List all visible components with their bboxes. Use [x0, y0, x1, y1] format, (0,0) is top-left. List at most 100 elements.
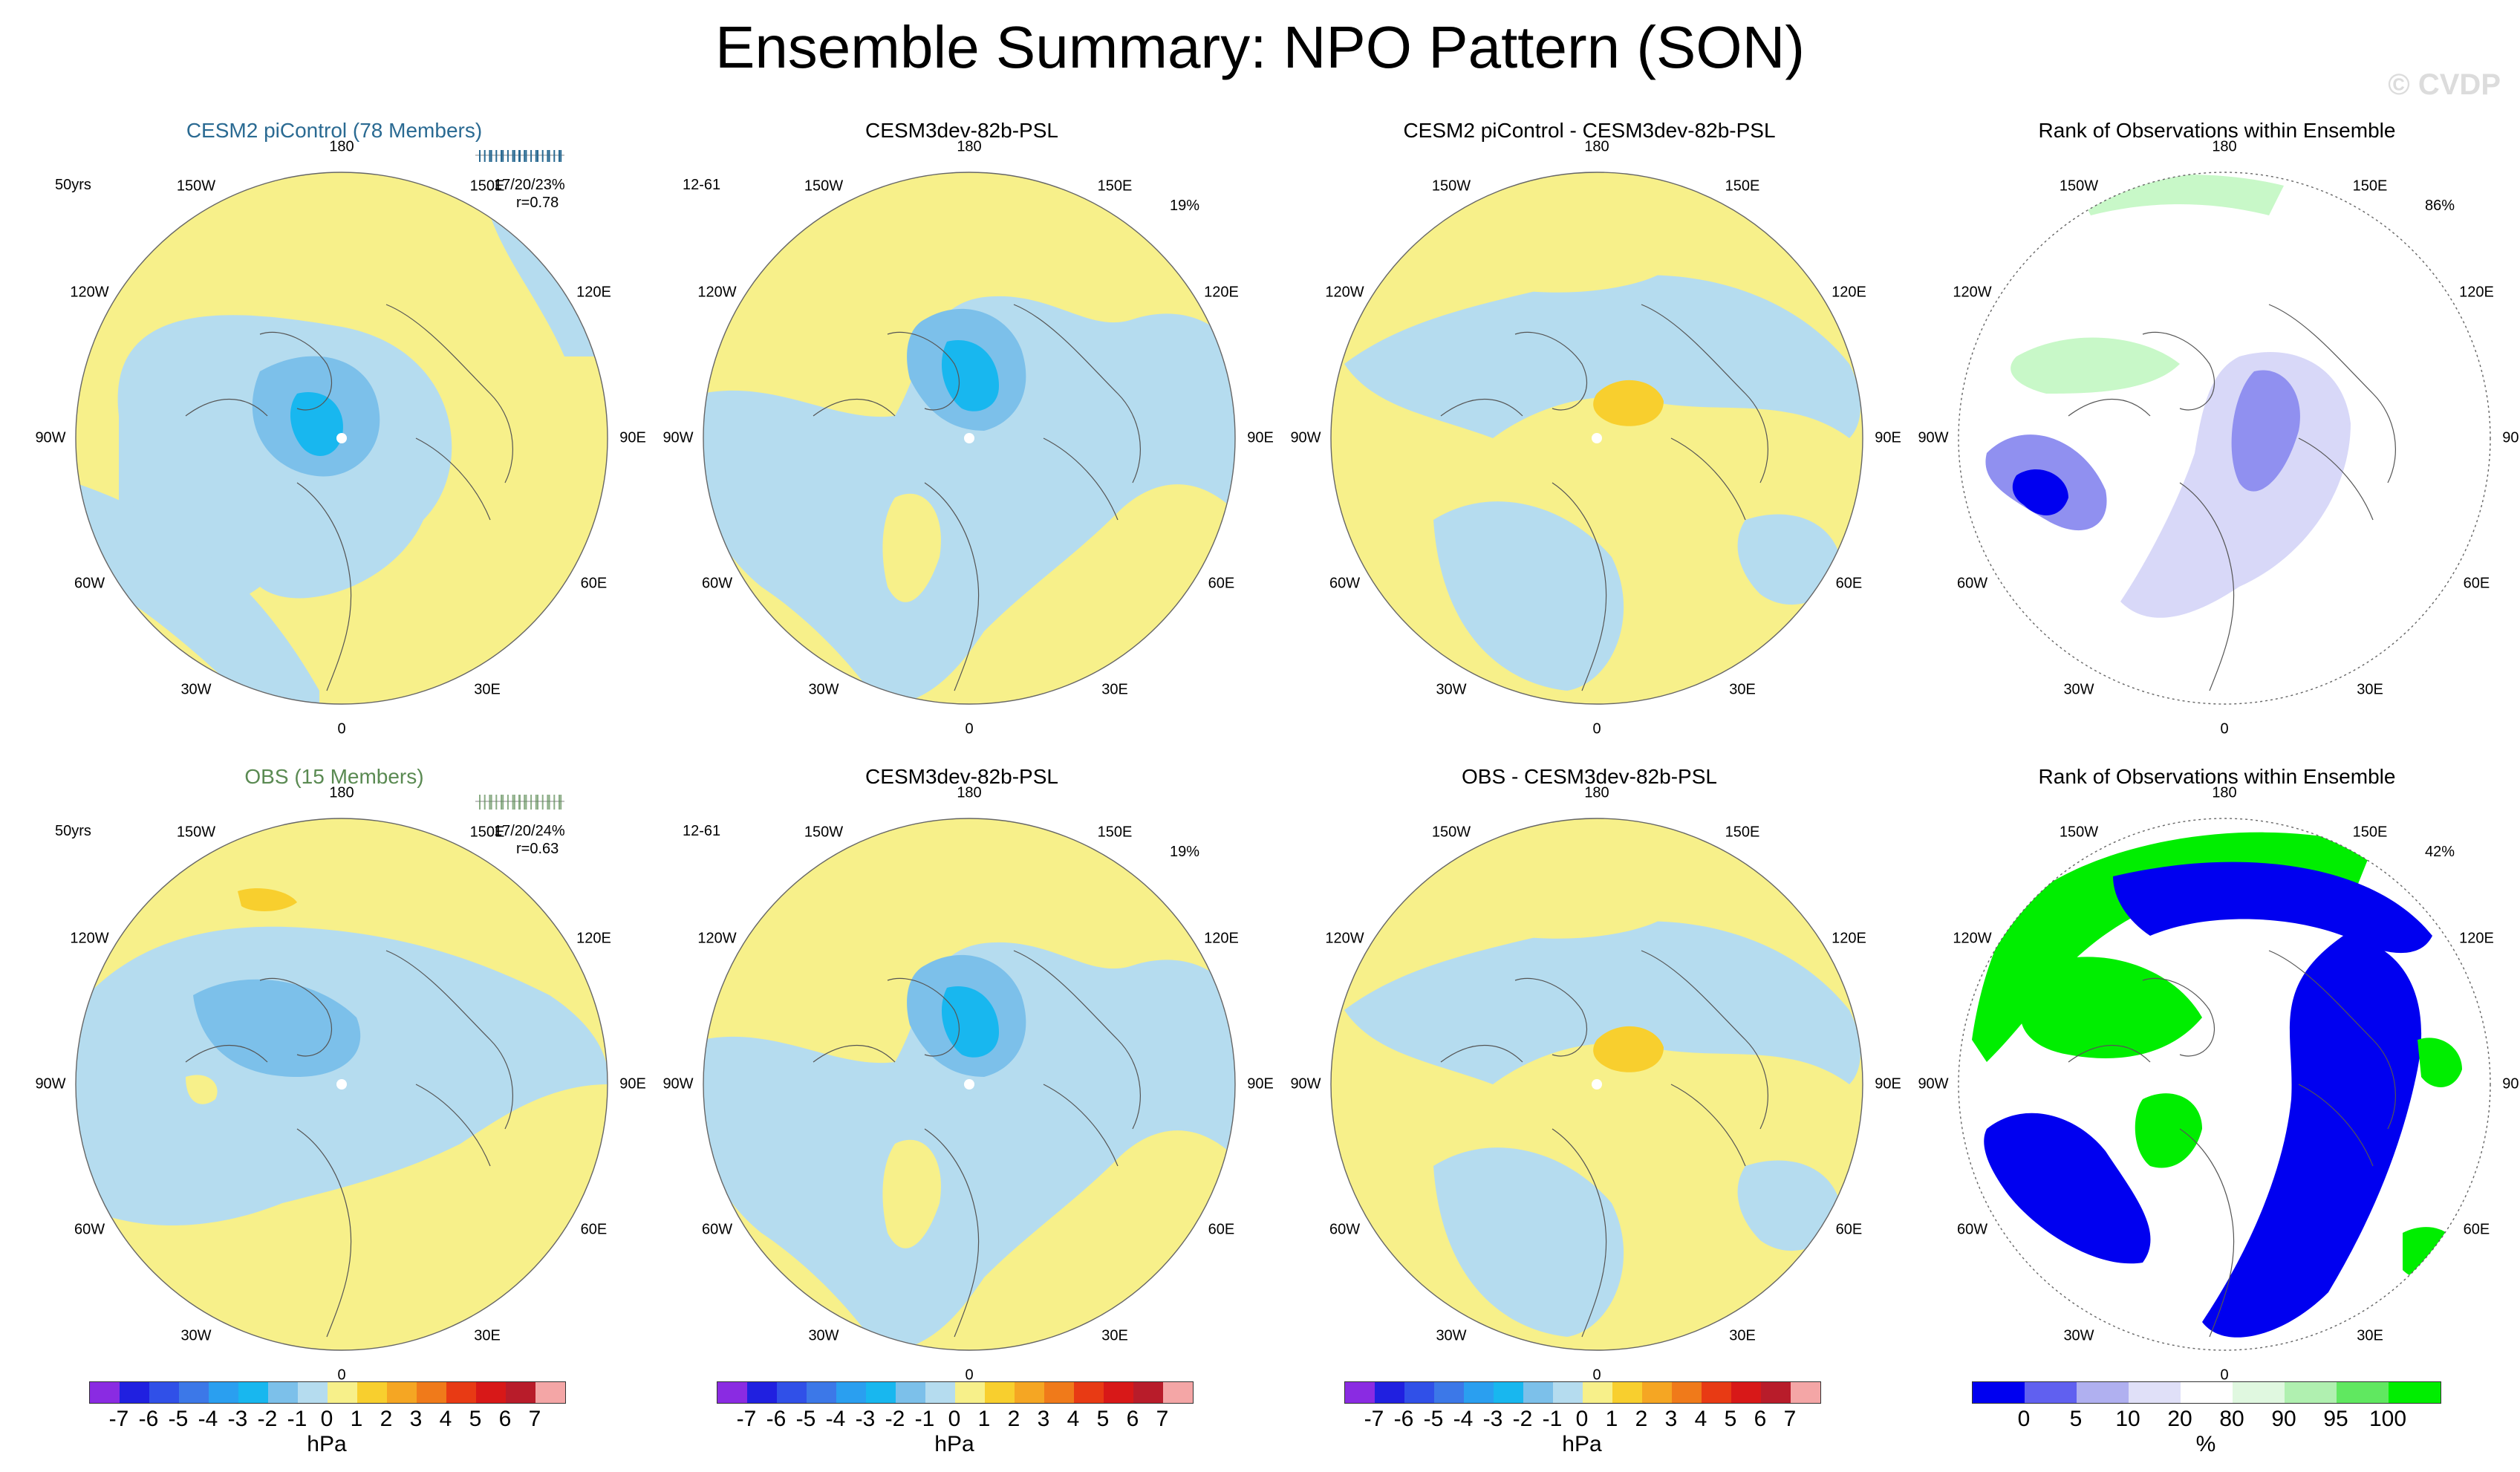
colorbar-swatch	[1642, 1382, 1672, 1403]
map-panel: CESM3dev-82b-PSL 12-61 19% 180 150E 120E 90E 60…	[657, 765, 1273, 1404]
longitude-label: 60W	[74, 1221, 105, 1238]
polar-map	[702, 171, 1237, 706]
longitude-label: 0	[1592, 1367, 1601, 1384]
panel-title: CESM3dev-82b-PSL	[865, 765, 1058, 788]
polar-map	[74, 817, 609, 1352]
colorbar-swatch	[2285, 1382, 2337, 1403]
longitude-label: 120E	[1832, 930, 1866, 947]
field-region	[2113, 862, 2432, 954]
longitude-label: 150E	[1097, 178, 1133, 195]
field-region	[186, 1075, 218, 1104]
longitude-label: 90E	[2502, 429, 2520, 446]
longitude-label: 120E	[576, 284, 611, 301]
longitude-label: 90E	[2502, 1075, 2520, 1092]
longitude-label: 60W	[701, 575, 733, 592]
colorbar-tick: -3	[227, 1407, 248, 1431]
longitude-label: 60E	[2463, 1221, 2490, 1238]
longitude-label: 30W	[180, 681, 212, 698]
colorbar-tick: -2	[1512, 1407, 1533, 1431]
colorbar-tick: 95	[2323, 1407, 2348, 1431]
colorbar-swatch	[1133, 1382, 1163, 1403]
field-region	[2418, 1038, 2462, 1087]
longitude-label: 0	[965, 1367, 974, 1384]
longitude-label: 150W	[804, 824, 844, 841]
colorbar-unit: hPa	[307, 1432, 347, 1456]
longitude-label: 120W	[697, 284, 737, 301]
colorbar-swatch	[807, 1382, 836, 1403]
polar-map	[1957, 817, 2492, 1352]
longitude-label: 30E	[474, 1327, 501, 1344]
map-panel: CESM2 piControl - CESM3dev-82b-PSL 180 150…	[1285, 119, 1901, 758]
longitude-label: 120E	[1832, 284, 1866, 301]
colorbar-swatch	[120, 1382, 149, 1403]
colorbar-swatch	[417, 1382, 446, 1403]
colorbar-swatch	[1672, 1382, 1702, 1403]
colorbar-swatch	[149, 1382, 179, 1403]
colorbar-swatch	[1345, 1382, 1375, 1403]
colorbar-psl-3: -7 -6 -5 -4 -3 -2 -1 0 1 2 3 4 5 6 7 hPa	[1344, 1381, 1827, 1463]
longitude-label: 150E	[2352, 178, 2388, 195]
colorbar-tick: 2	[1635, 1407, 1648, 1431]
panel-title: Rank of Observations within Ensemble	[2038, 119, 2396, 142]
colorbar-tick: -4	[1453, 1407, 1474, 1431]
colorbar-tick: -5	[168, 1407, 189, 1431]
colorbar-swatch	[1074, 1382, 1104, 1403]
longitude-label: 90W	[35, 1075, 66, 1092]
longitude-label: 90W	[1290, 1075, 1321, 1092]
field-region	[1480, 239, 1671, 293]
variance-label: 17/20/23%	[494, 177, 565, 193]
polar-map	[702, 817, 1237, 1352]
colorbar-swatch	[925, 1382, 955, 1403]
longitude-label: 150E	[469, 824, 505, 841]
longitude-label: 150E	[2352, 824, 2388, 841]
colorbar-swatch	[985, 1382, 1015, 1403]
colorbar-unit: hPa	[934, 1432, 974, 1456]
variance-label: 17/20/24%	[494, 823, 565, 839]
longitude-label: 60E	[580, 575, 608, 592]
field-region	[882, 493, 941, 602]
longitude-label: 30E	[2357, 1327, 2383, 1344]
field-region	[76, 483, 319, 704]
longitude-label: 0	[965, 720, 974, 737]
colorbar-tick: 6	[498, 1407, 512, 1431]
colorbar-swatch	[535, 1382, 565, 1403]
colorbar-swatch	[2181, 1382, 2233, 1403]
colorbar-swatch	[506, 1382, 535, 1403]
field-region	[2202, 936, 2422, 1338]
figure-title: Ensemble Summary: NPO Pattern (SON)	[714, 14, 1806, 80]
longitude-label: 90E	[1875, 429, 1901, 446]
longitude-label: 30W	[2063, 681, 2094, 698]
longitude-label: 60W	[1329, 575, 1361, 592]
colorbar-swatch	[955, 1382, 985, 1403]
longitude-label: 90W	[35, 429, 66, 446]
panel-title: OBS - CESM3dev-82b-PSL	[1462, 765, 1717, 788]
longitude-label: 180	[957, 784, 982, 801]
map-boundary	[75, 172, 608, 705]
map-boundary	[703, 172, 1236, 705]
longitude-label: 90E	[1875, 1075, 1901, 1092]
colorbar-tick: -1	[914, 1407, 935, 1431]
colorbar-swatch	[1761, 1382, 1791, 1403]
longitude-label: 150W	[2059, 824, 2099, 841]
colorbar-tick: 4	[1694, 1407, 1707, 1431]
longitude-label: 120E	[1204, 930, 1239, 947]
percent-label: 42%	[2425, 844, 2455, 860]
colorbar-swatch	[836, 1382, 866, 1403]
longitude-label: 150E	[1725, 178, 1760, 195]
period-label: 12-61	[683, 823, 721, 839]
colorbar-swatch	[1612, 1382, 1642, 1403]
colorbar-tick: 5	[469, 1407, 482, 1431]
colorbar-swatch	[298, 1382, 328, 1403]
colorbar-tick: 0	[320, 1407, 333, 1431]
colorbar-tick: 7	[1156, 1407, 1169, 1431]
longitude-label: 90E	[1247, 429, 1274, 446]
colorbar-swatch	[747, 1382, 777, 1403]
field-region	[2019, 957, 2202, 1058]
field-region	[1480, 885, 1671, 939]
longitude-label: 30E	[2357, 681, 2383, 698]
colorbar-tick: 1	[350, 1407, 363, 1431]
longitude-label: 90W	[662, 1075, 694, 1092]
colorbar-tick: 1	[977, 1407, 991, 1431]
colorbar-tick: 0	[948, 1407, 961, 1431]
colorbar-tick: -5	[1423, 1407, 1444, 1431]
